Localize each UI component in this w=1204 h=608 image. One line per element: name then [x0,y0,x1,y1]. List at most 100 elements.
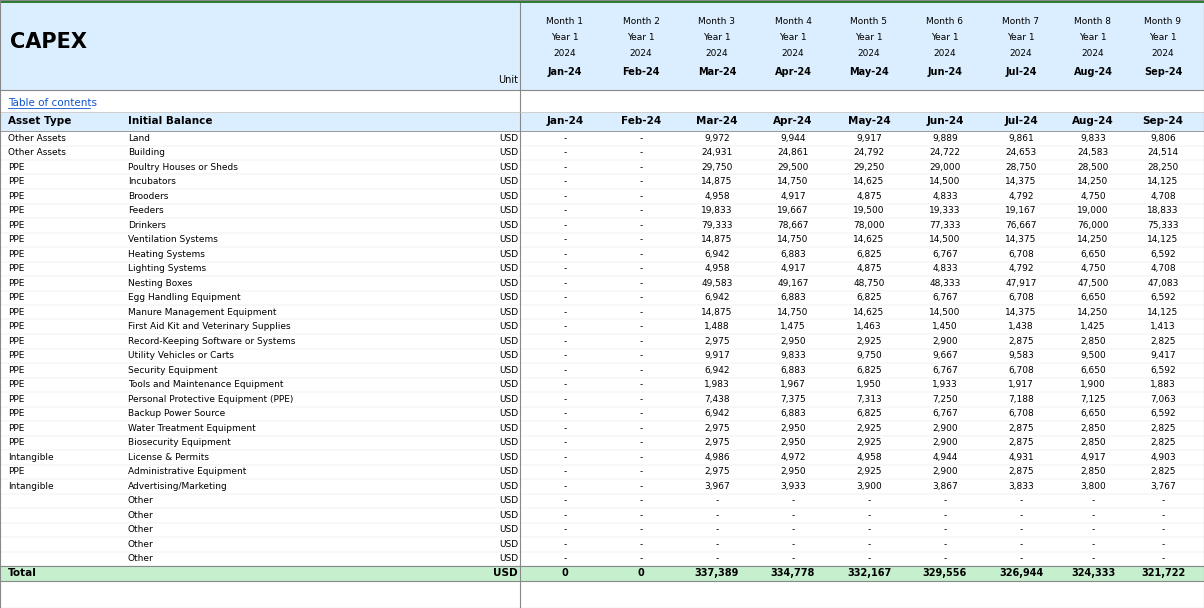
Text: -: - [563,192,567,201]
Text: -: - [639,264,643,273]
Text: 6,883: 6,883 [780,293,805,302]
Text: USD: USD [498,438,518,447]
Text: Feeders: Feeders [128,206,164,215]
Text: Lighting Systems: Lighting Systems [128,264,206,273]
Text: Record-Keeping Software or Systems: Record-Keeping Software or Systems [128,337,295,346]
Text: 3,900: 3,900 [856,482,881,491]
Text: 9,917: 9,917 [856,134,881,143]
Text: 19,333: 19,333 [929,206,961,215]
Text: -: - [1020,511,1022,520]
Text: USD: USD [498,148,518,157]
Text: 3,933: 3,933 [780,482,805,491]
Text: Intangible: Intangible [8,482,54,491]
Text: 2,925: 2,925 [856,468,881,476]
Text: 78,667: 78,667 [778,221,809,230]
Text: 28,750: 28,750 [1005,163,1037,171]
Text: Month 6: Month 6 [927,18,963,27]
Text: Other: Other [128,525,154,534]
Text: -: - [563,178,567,186]
Text: -: - [1091,496,1094,505]
Text: USD: USD [498,192,518,201]
Text: 28,500: 28,500 [1078,163,1109,171]
Text: PPE: PPE [8,337,24,346]
Text: -: - [944,525,946,534]
Text: 14,875: 14,875 [701,308,733,317]
Text: Other: Other [128,540,154,549]
Bar [0,450,1204,465]
Bar [0,566,1204,581]
Text: 14,875: 14,875 [701,235,733,244]
Text: Jan-24: Jan-24 [547,116,584,126]
Text: 49,167: 49,167 [778,278,809,288]
Text: 24,861: 24,861 [778,148,809,157]
Text: 29,000: 29,000 [929,163,961,171]
Text: -: - [715,496,719,505]
Text: 47,500: 47,500 [1078,278,1109,288]
Text: 2024: 2024 [1081,49,1104,58]
Text: -: - [791,554,795,563]
Text: Egg Handling Equipment: Egg Handling Equipment [128,293,241,302]
Text: 2,900: 2,900 [932,337,958,346]
Text: 14,125: 14,125 [1147,178,1179,186]
Text: USD: USD [498,293,518,302]
Text: 6,592: 6,592 [1150,293,1176,302]
Text: 29,250: 29,250 [854,163,885,171]
Text: 0: 0 [561,568,568,578]
Text: 9,806: 9,806 [1150,134,1176,143]
Text: -: - [639,148,643,157]
Text: Other Assets: Other Assets [8,134,66,143]
Text: 2,875: 2,875 [1008,424,1034,433]
Text: 6,708: 6,708 [1008,366,1034,375]
Text: USD: USD [498,468,518,476]
Text: 14,125: 14,125 [1147,308,1179,317]
Text: USD: USD [498,264,518,273]
Text: 1,488: 1,488 [704,322,730,331]
Text: USD: USD [498,163,518,171]
Text: Asset Type: Asset Type [8,116,71,126]
Text: -: - [715,540,719,549]
Text: 2,975: 2,975 [704,337,730,346]
Text: 2024: 2024 [857,49,880,58]
Text: Land: Land [128,134,150,143]
Text: -: - [563,308,567,317]
Text: 2,925: 2,925 [856,424,881,433]
Text: -: - [563,163,567,171]
Text: -: - [791,540,795,549]
Bar [0,276,1204,291]
Text: Sep-24: Sep-24 [1143,116,1184,126]
Bar [0,261,1204,276]
Text: 14,500: 14,500 [929,178,961,186]
Text: Other Assets: Other Assets [8,148,66,157]
Text: -: - [944,540,946,549]
Text: PPE: PPE [8,235,24,244]
Text: 6,942: 6,942 [704,250,730,259]
Text: USD: USD [498,540,518,549]
Text: Incubators: Incubators [128,178,176,186]
Text: 0: 0 [638,568,644,578]
Text: 332,167: 332,167 [846,568,891,578]
Text: Year 1: Year 1 [1008,33,1034,43]
Bar [0,479,1204,494]
Text: -: - [639,424,643,433]
Text: -: - [563,337,567,346]
Text: -: - [563,540,567,549]
Text: Aug-24: Aug-24 [1074,67,1112,77]
Text: Year 1: Year 1 [1079,33,1106,43]
Text: USD: USD [494,568,518,578]
Text: 14,875: 14,875 [701,178,733,186]
Text: 14,750: 14,750 [778,308,809,317]
Text: Unit: Unit [498,75,518,85]
Text: Month 5: Month 5 [850,18,887,27]
Text: 2,900: 2,900 [932,468,958,476]
Text: PPE: PPE [8,366,24,375]
Text: 4,833: 4,833 [932,192,958,201]
Text: 2,850: 2,850 [1080,438,1105,447]
Text: USD: USD [498,453,518,461]
Text: -: - [563,250,567,259]
Text: Table of contents: Table of contents [8,98,98,108]
Text: 24,583: 24,583 [1078,148,1109,157]
Text: USD: USD [498,322,518,331]
Text: 6,650: 6,650 [1080,409,1106,418]
Bar [0,465,1204,479]
Text: -: - [867,540,870,549]
